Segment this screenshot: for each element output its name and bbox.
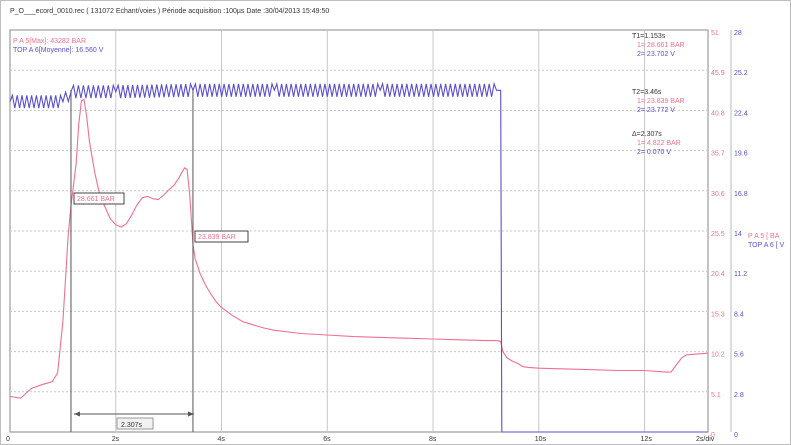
grid — [10, 30, 708, 432]
y-axis-right: 28 25.2 22.4 19.6 16.8 14 11.2 8.4 5.6 2.8 0 — [730, 30, 748, 439]
y-left-tick-7: 15.3 — [711, 311, 725, 318]
cursor-t1-ch2: 2= 23.702 V — [637, 51, 675, 58]
x-tick-label-0: 0 — [6, 436, 10, 443]
y-left-tick-2: 40.8 — [711, 110, 725, 117]
delta-measure: 2.307s — [74, 411, 194, 430]
y-right-tick-8: 5.6 — [734, 352, 744, 359]
y-left-tick-0: 51 — [711, 30, 719, 37]
y-right-tick-2: 22.4 — [734, 110, 748, 117]
y-right-tick-4: 16.8 — [734, 191, 748, 198]
cursor-t2-ch1: 1= 23.839 BAR — [637, 98, 685, 105]
annotation-t2-label: 23.839 BAR — [198, 234, 236, 241]
right-legend-pressure: P A 5 [ BA — [748, 233, 780, 240]
y-right-tick-1: 25.2 — [734, 70, 748, 77]
annotation-t1: 28.661 BAR — [73, 192, 125, 205]
series-line-1 — [9, 81, 708, 433]
y-left-tick-8: 10.2 — [711, 352, 725, 359]
x-tick-label-2: 4s — [218, 436, 226, 443]
delta-label: 2.307s — [121, 422, 143, 429]
y-left-tick-9: 5.1 — [711, 392, 721, 399]
cursor-panel: T1=1.153s 1= 28.661 BAR 2= 23.702 V T2=3… — [632, 33, 685, 156]
y-left-tick-3: 35.7 — [711, 151, 725, 158]
y-left-tick-6: 20.4 — [711, 271, 725, 278]
acquisition-title: P_O___ecord_0010.rec ( 131072 Echant/voi… — [10, 8, 329, 15]
x-axis: 0 2s 4s 6s 8s 10s 12s 2s/div — [6, 436, 715, 443]
y-right-tick-0: 28 — [734, 30, 742, 37]
y-left-tick-4: 30.6 — [711, 191, 725, 198]
series-line-0 — [9, 98, 709, 399]
x-tick-label-7: 2s/div — [696, 436, 715, 443]
y-left-tick-5: 25.5 — [711, 231, 725, 238]
cursor-t1-label: T1=1.153s — [632, 33, 666, 40]
cursor-t2-label: T2=3.46s — [632, 89, 662, 96]
annotation-t1-label: 28.661 BAR — [77, 196, 115, 203]
y-right-tick-7: 8.4 — [734, 311, 744, 318]
y-left-tick-10: 0 — [711, 432, 715, 439]
y-right-tick-10: 0 — [734, 432, 738, 439]
cursor-delta-ch1: 1= 4.822 BAR — [637, 140, 681, 147]
cursor-delta-ch2: 2= 0.070 V — [637, 149, 671, 156]
y-right-tick-5: 14 — [734, 231, 742, 238]
delta-label-box — [116, 417, 154, 430]
cursor-t1-ch1: 1= 28.661 BAR — [637, 42, 685, 49]
right-legend-top: TOP A 6 [ V — [748, 242, 785, 249]
y-right-tick-9: 2.8 — [734, 392, 744, 399]
cursor-delta-label: Δ=2.307s — [632, 131, 662, 138]
series-group — [9, 81, 709, 433]
annotation-t2-box — [194, 230, 249, 243]
delta-arrow-left — [74, 411, 80, 417]
delta-arrow-right — [188, 411, 194, 417]
annotation-t2: 23.839 BAR — [194, 230, 249, 243]
cursor-t2-ch2: 2= 23.772 V — [637, 107, 675, 114]
x-tick-label-4: 8s — [429, 436, 437, 443]
y-axis-left: 51 45.9 40.8 35.7 30.6 25.5 20.4 15.3 10.2 5.1 0 — [711, 30, 725, 439]
x-tick-label-3: 6s — [323, 436, 331, 443]
annotation-t1-box — [73, 192, 125, 205]
legend-top: TOP A 6[Moyenne]: 16.560 V — [13, 47, 104, 54]
legend-pressure: P A 5[Max]: 43282 BAR — [13, 38, 86, 45]
x-tick-label-5: 10s — [535, 436, 547, 443]
y-left-tick-1: 45.9 — [711, 70, 725, 77]
y-right-tick-6: 11.2 — [734, 271, 747, 278]
cursor-group — [70, 90, 194, 432]
y-right-tick-3: 19.6 — [734, 151, 748, 158]
x-tick-label-1: 2s — [112, 436, 120, 443]
x-tick-label-6: 12s — [641, 436, 653, 443]
